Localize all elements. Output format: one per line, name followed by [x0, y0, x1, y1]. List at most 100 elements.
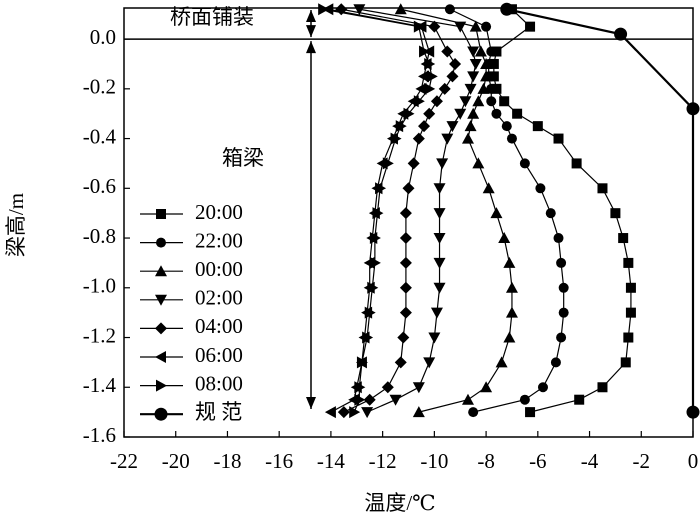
x-tick-label: -20: [162, 449, 190, 473]
marker: [446, 70, 459, 83]
marker: [535, 183, 546, 194]
legend-label: 22:00: [195, 228, 243, 252]
marker: [349, 406, 361, 419]
y-tick-label: -1.2: [83, 323, 116, 347]
marker: [618, 233, 629, 244]
marker: [686, 405, 700, 419]
marker: [424, 82, 436, 95]
x-tick-label: -18: [213, 449, 241, 473]
marker: [553, 133, 564, 144]
annotation: 桥面铺装: [170, 5, 254, 29]
x-tick-label: -22: [110, 449, 138, 473]
marker: [519, 394, 530, 405]
marker: [464, 83, 477, 95]
marker: [423, 107, 436, 120]
series-line: [493, 8, 632, 413]
annotation: 箱梁: [222, 146, 264, 170]
x-tick-label: -14: [317, 449, 345, 473]
marker: [474, 45, 487, 57]
marker: [428, 332, 441, 344]
marker: [623, 332, 634, 343]
marker: [488, 58, 499, 69]
marker: [553, 233, 564, 244]
marker: [480, 381, 493, 393]
marker: [512, 108, 523, 119]
marker: [532, 121, 543, 132]
marker: [625, 307, 636, 318]
marker: [390, 132, 402, 145]
x-tick-label: -4: [581, 449, 599, 473]
marker: [381, 381, 394, 394]
marker: [498, 232, 511, 244]
marker: [382, 157, 394, 170]
marker: [155, 322, 167, 335]
marker: [156, 379, 167, 392]
marker: [362, 331, 374, 344]
marker: [454, 108, 467, 120]
marker: [394, 3, 407, 15]
marker: [337, 406, 350, 419]
marker: [623, 257, 634, 268]
x-tick-label: -16: [265, 449, 293, 473]
marker: [461, 393, 474, 405]
marker: [156, 237, 166, 248]
marker: [364, 306, 376, 319]
marker: [686, 102, 700, 116]
marker: [491, 108, 502, 119]
series-line: [359, 8, 477, 413]
y-tick-label: 0.0: [90, 25, 116, 49]
arrow-head: [306, 41, 316, 54]
marker: [444, 4, 455, 15]
marker: [525, 407, 536, 418]
marker: [441, 45, 454, 58]
marker: [433, 183, 446, 195]
legend-label: 00:00: [195, 257, 243, 281]
marker: [403, 107, 415, 120]
y-tick-label: -0.4: [83, 124, 117, 148]
series-line: [506, 8, 695, 413]
marker: [446, 121, 459, 133]
marker: [491, 83, 502, 94]
marker: [335, 3, 348, 16]
marker: [155, 265, 167, 277]
marker: [424, 57, 436, 70]
y-tick-label: -0.6: [83, 174, 116, 198]
marker: [500, 2, 514, 16]
series-line: [328, 8, 430, 413]
marker: [472, 95, 485, 107]
y-tick-label: -1.4: [83, 373, 117, 397]
marker: [367, 281, 379, 294]
marker: [402, 182, 415, 195]
marker: [480, 57, 493, 69]
marker: [418, 120, 431, 133]
marker: [154, 407, 168, 421]
marker: [430, 307, 443, 319]
marker: [556, 257, 567, 268]
marker: [354, 381, 366, 394]
marker: [318, 3, 330, 16]
y-axis-label: 梁高/m: [4, 193, 28, 257]
marker: [481, 21, 492, 32]
marker: [467, 107, 480, 119]
marker: [369, 232, 381, 245]
marker: [486, 83, 497, 94]
marker: [397, 331, 410, 344]
marker: [399, 281, 412, 294]
marker: [477, 82, 490, 94]
marker: [413, 20, 425, 33]
marker: [486, 46, 497, 57]
marker: [433, 282, 446, 294]
legend-label: 06:00: [195, 343, 243, 367]
series-line: [323, 8, 433, 413]
marker: [356, 356, 368, 369]
marker: [558, 307, 569, 318]
arrow-head: [306, 10, 316, 22]
marker: [399, 232, 412, 245]
marker: [412, 406, 425, 418]
legend-label: 08:00: [195, 371, 243, 395]
marker: [467, 46, 480, 58]
marker: [363, 393, 376, 406]
marker: [482, 182, 495, 194]
marker: [433, 208, 446, 220]
marker: [433, 233, 446, 245]
